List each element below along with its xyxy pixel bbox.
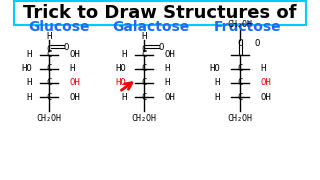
Text: OH: OH [69,78,80,87]
Text: C: C [46,45,52,54]
Text: OH: OH [69,93,80,102]
Text: C: C [237,78,243,87]
Text: CH₂OH: CH₂OH [228,20,253,29]
Text: C: C [46,64,52,73]
Text: HO: HO [209,64,220,73]
Text: OH: OH [164,93,175,102]
Text: OH: OH [261,93,271,102]
Text: H: H [26,78,32,87]
Text: C: C [237,93,243,102]
Text: H: H [141,32,147,41]
Text: H: H [26,50,32,59]
Text: HO: HO [21,64,32,73]
Text: H: H [214,93,220,102]
Text: Fructose: Fructose [214,20,281,34]
Text: C: C [46,78,52,87]
Text: C: C [46,93,52,102]
Text: C: C [46,50,52,59]
FancyBboxPatch shape [14,1,306,25]
Text: H: H [261,64,266,73]
Text: H: H [214,78,220,87]
Text: OH: OH [69,50,80,59]
Text: C: C [237,39,243,48]
Text: H: H [121,93,126,102]
Text: H: H [69,64,75,73]
Text: Trick to Draw Structures of: Trick to Draw Structures of [23,4,297,22]
Text: OH: OH [164,50,175,59]
Text: C: C [141,93,147,102]
Text: HO: HO [116,64,126,73]
Text: O: O [158,43,164,52]
Text: HO: HO [116,78,126,87]
Text: H: H [164,78,170,87]
Text: H: H [164,64,170,73]
Text: C: C [141,64,147,73]
Text: CH₂OH: CH₂OH [228,114,253,123]
Text: H: H [26,93,32,102]
Text: CH₂OH: CH₂OH [37,114,62,123]
Text: C: C [237,64,243,73]
Text: O: O [64,43,69,52]
Text: H: H [46,32,52,41]
Text: CH₂OH: CH₂OH [132,114,156,123]
Text: Galactose: Galactose [113,20,190,34]
Text: C: C [141,50,147,59]
Text: C: C [141,78,147,87]
Text: C: C [141,45,147,54]
Text: H: H [121,50,126,59]
Text: O: O [255,39,260,48]
Text: Glucose: Glucose [28,20,90,34]
Text: OH: OH [261,78,271,87]
